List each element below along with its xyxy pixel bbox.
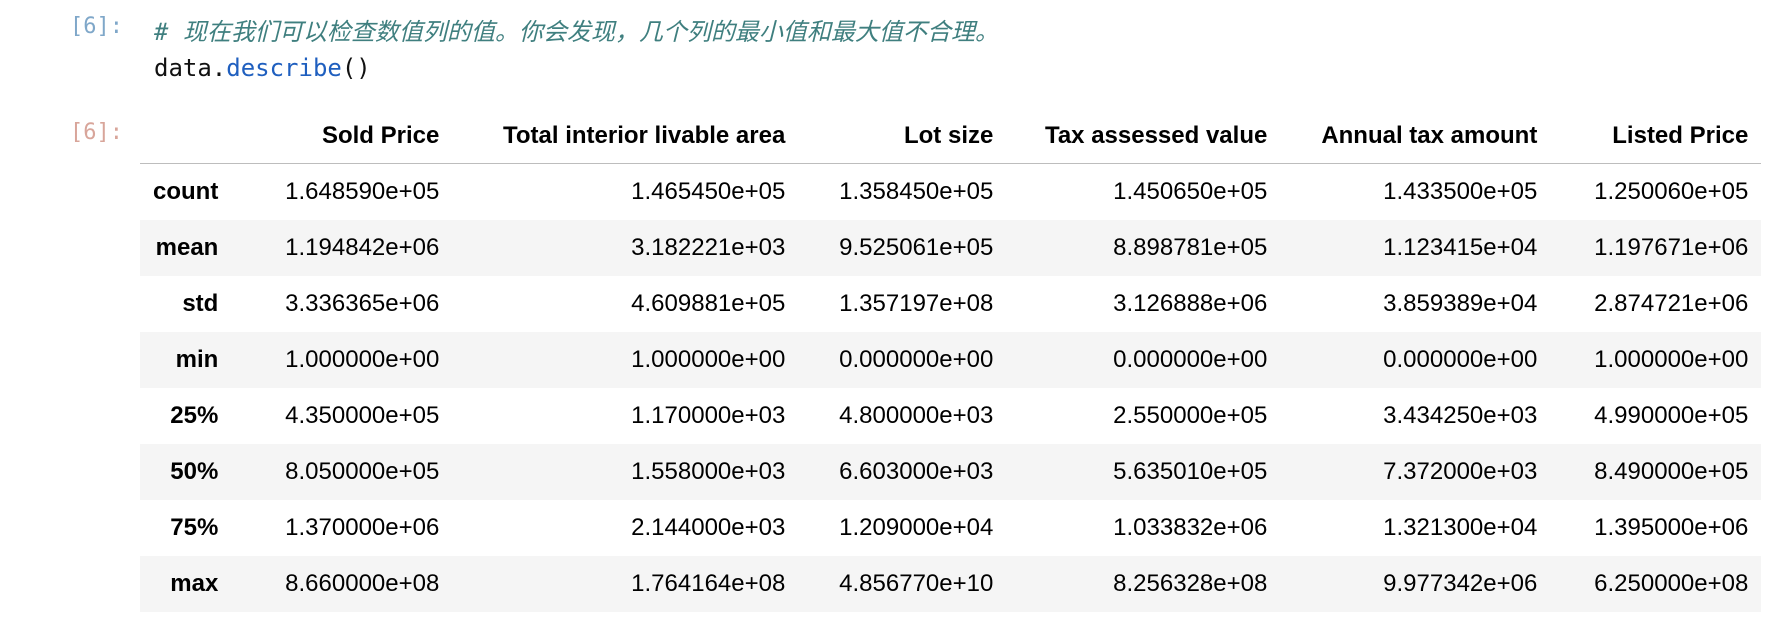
output-dataframe: Sold Price Total interior livable area L…: [140, 108, 1766, 612]
table-cell: 3.126888e+06: [1006, 276, 1281, 332]
table-cell: 4.800000e+03: [798, 388, 1007, 444]
table-cell: 1.465450e+05: [452, 163, 799, 220]
table-cell: 8.256328e+08: [1006, 556, 1281, 612]
table-cell: 1.764164e+08: [452, 556, 799, 612]
table-cell: 8.050000e+05: [231, 444, 453, 500]
table-cell: 1.000000e+00: [452, 332, 799, 388]
table-cell: 4.609881e+05: [452, 276, 799, 332]
table-cell: 0.000000e+00: [1280, 332, 1551, 388]
table-row: min 1.000000e+00 1.000000e+00 0.000000e+00 0…: [140, 332, 1762, 388]
table-cell: 6.603000e+03: [798, 444, 1007, 500]
table-cell: 6.250000e+08: [1550, 556, 1762, 612]
table-cell: 3.336365e+06: [231, 276, 453, 332]
table-cell: 1.033832e+06: [1006, 500, 1281, 556]
table-cell: 2.874721e+06: [1550, 276, 1762, 332]
table-cell: 3.182221e+03: [452, 220, 799, 276]
table-cell: 1.000000e+00: [231, 332, 453, 388]
input-prompt: [6]:: [70, 14, 123, 39]
row-index-label: min: [140, 332, 232, 388]
table-row: 50% 8.050000e+05 1.558000e+03 6.603000e+03 5…: [140, 444, 1762, 500]
table-cell: 8.490000e+05: [1550, 444, 1762, 500]
column-header: Sold Price: [231, 108, 453, 164]
table-cell: 9.525061e+05: [798, 220, 1007, 276]
table-cell: 4.856770e+10: [798, 556, 1007, 612]
table-row: mean 1.194842e+06 3.182221e+03 9.525061e+05…: [140, 220, 1762, 276]
table-cell: 1.357197e+08: [798, 276, 1007, 332]
table-cell: 0.000000e+00: [1006, 332, 1281, 388]
table-cell: 1.321300e+04: [1280, 500, 1551, 556]
table-cell: 0.000000e+00: [798, 332, 1007, 388]
table-cell: 9.977342e+06: [1280, 556, 1551, 612]
table-cell: 1.000000e+00: [1550, 332, 1762, 388]
row-index-label: mean: [140, 220, 232, 276]
table-cell: 1.450650e+05: [1006, 163, 1281, 220]
table-cell: 1.648590e+05: [231, 163, 453, 220]
column-header: Total interior livable area: [452, 108, 799, 164]
table-cell: 1.194842e+06: [231, 220, 453, 276]
row-index-label: std: [140, 276, 232, 332]
code-line: data.describe(): [154, 50, 999, 86]
column-header: Listed Price: [1550, 108, 1762, 164]
code-object: data.: [154, 54, 227, 82]
table-cell: 8.898781e+05: [1006, 220, 1281, 276]
table-cell: 1.123415e+04: [1280, 220, 1551, 276]
table-cell: 8.660000e+08: [231, 556, 453, 612]
table-row: max 8.660000e+08 1.764164e+08 4.856770e+10 8…: [140, 556, 1762, 612]
table-cell: 1.370000e+06: [231, 500, 453, 556]
table-cell: 1.433500e+05: [1280, 163, 1551, 220]
table-cell: 2.144000e+03: [452, 500, 799, 556]
table-cell: 2.550000e+05: [1006, 388, 1281, 444]
table-row: 25% 4.350000e+05 1.170000e+03 4.800000e+03 2…: [140, 388, 1762, 444]
row-index-label: 25%: [140, 388, 232, 444]
code-function: describe: [226, 54, 342, 82]
row-index-label: 50%: [140, 444, 232, 500]
column-header: Lot size: [798, 108, 1007, 164]
table-header-row: Sold Price Total interior livable area L…: [140, 108, 1762, 164]
column-header: Annual tax amount: [1280, 108, 1551, 164]
table-cell: 1.250060e+05: [1550, 163, 1762, 220]
table-cell: 4.350000e+05: [231, 388, 453, 444]
row-index-label: max: [140, 556, 232, 612]
describe-table: Sold Price Total interior livable area L…: [140, 108, 1762, 612]
table-cell: 1.395000e+06: [1550, 500, 1762, 556]
table-cell: 3.859389e+04: [1280, 276, 1551, 332]
table-cell: 1.209000e+04: [798, 500, 1007, 556]
code-comment: # 现在我们可以检查数值列的值。你会发现，几个列的最小值和最大值不合理。: [154, 18, 999, 46]
table-cell: 7.372000e+03: [1280, 444, 1551, 500]
table-cell: 1.197671e+06: [1550, 220, 1762, 276]
row-index-label: count: [140, 163, 232, 220]
table-row: count 1.648590e+05 1.465450e+05 1.358450e+0…: [140, 163, 1762, 220]
table-cell: 4.990000e+05: [1550, 388, 1762, 444]
table-cell: 3.434250e+03: [1280, 388, 1551, 444]
output-prompt: [6]:: [70, 120, 123, 145]
row-index-label: 75%: [140, 500, 232, 556]
code-input-area[interactable]: # 现在我们可以检查数值列的值。你会发现，几个列的最小值和最大值不合理。 dat…: [154, 14, 999, 86]
table-cell: 1.558000e+03: [452, 444, 799, 500]
table-cell: 5.635010e+05: [1006, 444, 1281, 500]
code-parens: (): [341, 54, 371, 82]
table-row: 75% 1.370000e+06 2.144000e+03 1.209000e+04 1…: [140, 500, 1762, 556]
index-header: [140, 108, 232, 164]
table-cell: 1.358450e+05: [798, 163, 1007, 220]
table-cell: 1.170000e+03: [452, 388, 799, 444]
table-row: std 3.336365e+06 4.609881e+05 1.357197e+08 3…: [140, 276, 1762, 332]
column-header: Tax assessed value: [1006, 108, 1281, 164]
